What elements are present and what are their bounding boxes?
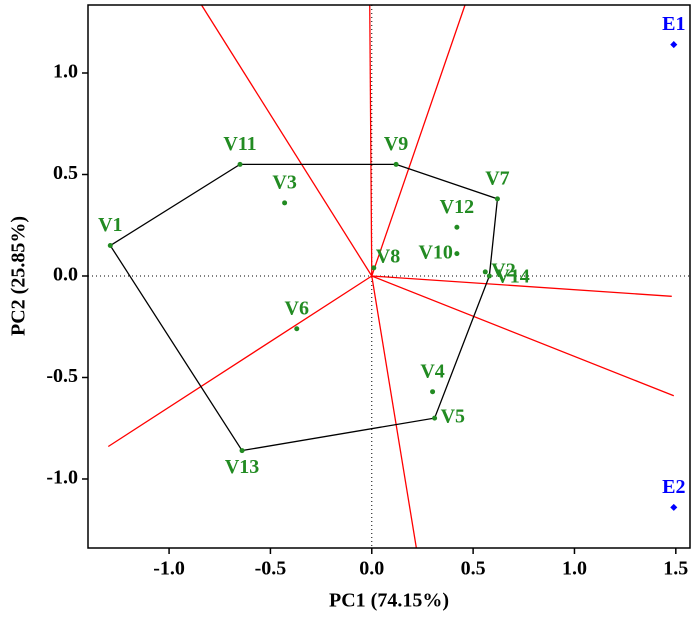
point — [107, 243, 113, 249]
point — [454, 251, 460, 257]
point — [670, 41, 678, 49]
vector — [371, 275, 418, 549]
point — [670, 503, 678, 511]
point — [454, 224, 460, 230]
point-label: V13 — [225, 456, 259, 478]
convex-hull — [109, 163, 499, 452]
vector — [200, 4, 373, 277]
point-label: V4 — [420, 360, 444, 382]
point — [294, 326, 300, 332]
point-label: V9 — [384, 133, 408, 155]
plot-frame — [87, 4, 691, 549]
vector — [107, 275, 373, 448]
x-axis-label: PC1 (74.15%) — [329, 590, 449, 612]
point — [371, 265, 377, 271]
x-tick-label: -0.5 — [255, 558, 287, 580]
point — [430, 389, 436, 395]
point — [432, 415, 438, 421]
y-tick-label: 0.5 — [53, 162, 78, 184]
point-label: E2 — [662, 476, 685, 498]
point — [237, 161, 243, 167]
vector — [369, 4, 373, 276]
point-label: V6 — [285, 297, 309, 319]
point-label: V5 — [441, 406, 465, 428]
point-label: V14 — [495, 266, 529, 288]
y-tick-label: -0.5 — [46, 365, 78, 387]
point — [486, 273, 492, 279]
x-tick-label: -1.0 — [153, 558, 185, 580]
point — [393, 161, 399, 167]
point — [482, 269, 488, 275]
point-label: V7 — [485, 167, 509, 189]
point-label: V2 — [491, 260, 515, 282]
point-label: V8 — [376, 245, 400, 267]
point-label: V12 — [440, 196, 474, 218]
point-label: V3 — [272, 172, 296, 194]
vector — [371, 4, 466, 277]
point-label: V11 — [223, 133, 256, 155]
y-axis-label: PC2 (25.85%) — [8, 216, 30, 336]
point — [239, 448, 245, 454]
x-tick-label: 0.5 — [461, 558, 486, 580]
x-tick-label: 1.0 — [562, 558, 587, 580]
x-tick-label: 0.0 — [359, 558, 384, 580]
y-tick-label: -1.0 — [46, 467, 78, 489]
vector — [371, 275, 672, 297]
y-tick-label: 0.0 — [53, 264, 78, 286]
point-label: E1 — [662, 13, 685, 35]
point-label: V10 — [418, 241, 452, 263]
y-tick-label: 1.0 — [53, 61, 78, 83]
point — [282, 200, 288, 206]
vector — [371, 275, 675, 397]
x-tick-label: 1.5 — [663, 558, 688, 580]
point — [494, 196, 500, 202]
point-label: V1 — [98, 214, 122, 236]
